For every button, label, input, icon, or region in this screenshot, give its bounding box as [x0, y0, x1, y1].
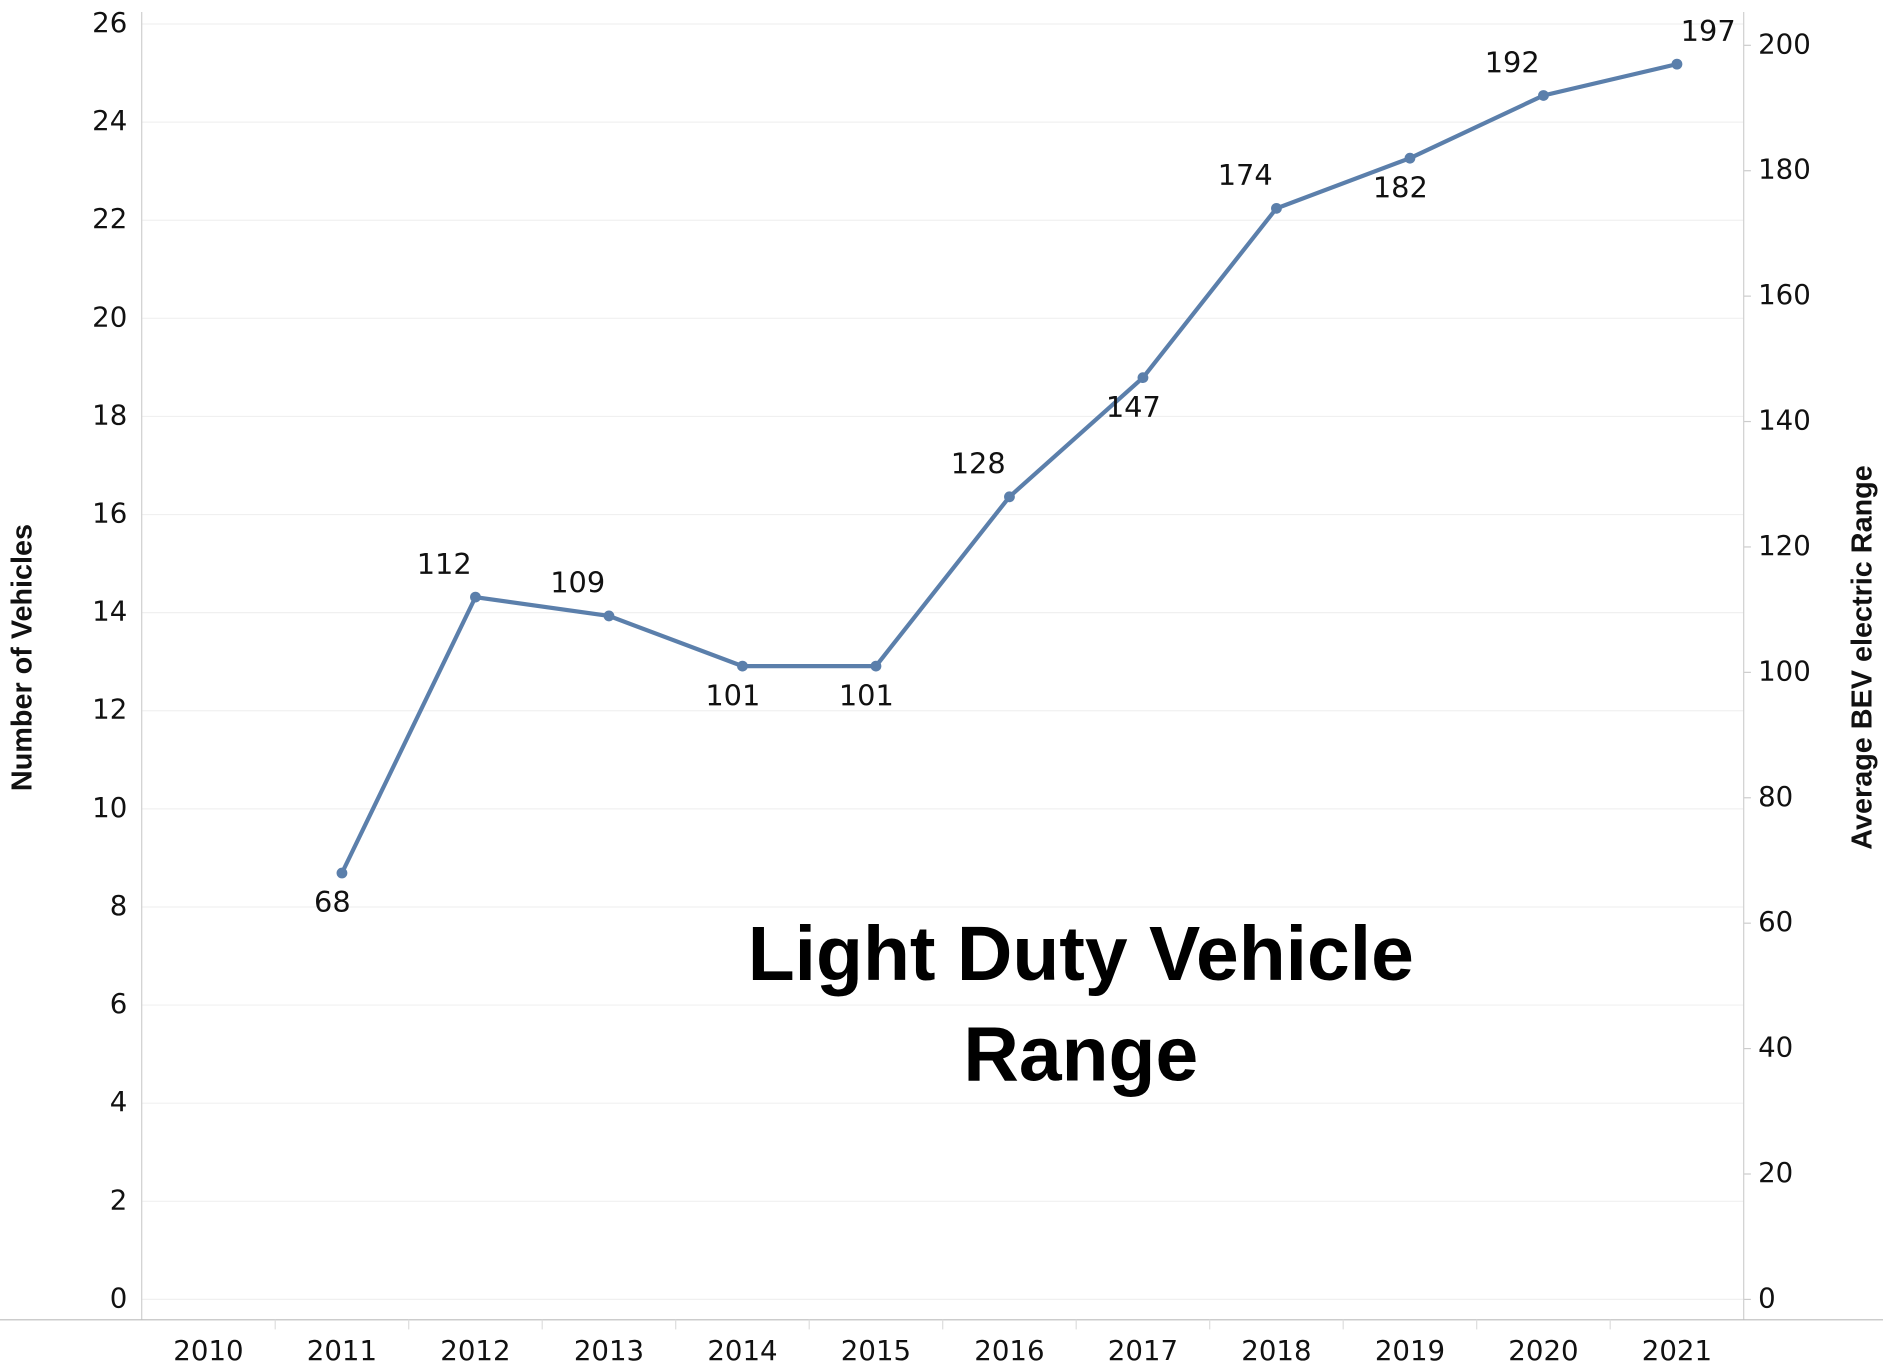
x-tick-label: 2012 — [440, 1334, 510, 1367]
data-label: 174 — [1218, 158, 1273, 192]
x-tick-label: 2010 — [173, 1334, 243, 1367]
y-tick-label: 20 — [92, 300, 127, 333]
y2-tick-label: 200 — [1758, 27, 1811, 60]
x-tick-label: 2021 — [1642, 1334, 1712, 1367]
y2-tick-label: 40 — [1758, 1031, 1793, 1064]
x-tick-label: 2013 — [574, 1334, 644, 1367]
y2-tick-label: 120 — [1758, 529, 1811, 562]
x-tick-label: 2017 — [1108, 1334, 1178, 1367]
y2-tick-label: 80 — [1758, 780, 1793, 813]
data-point — [737, 660, 748, 672]
y-tick-label: 2 — [110, 1183, 128, 1216]
y-tick-label: 26 — [92, 6, 127, 39]
data-label: 109 — [550, 566, 605, 600]
y2-tick-label: 60 — [1758, 905, 1793, 938]
data-label: 101 — [705, 678, 760, 712]
x-tick-label: 2015 — [841, 1334, 911, 1367]
data-point — [336, 867, 348, 879]
y-tick-label: 12 — [92, 693, 127, 726]
chart-title-line2: Range — [963, 1012, 1198, 1098]
y-tick-label: 10 — [92, 791, 127, 824]
data-label: 192 — [1485, 45, 1540, 79]
y-tick-label: 0 — [110, 1281, 128, 1314]
data-label: 197 — [1681, 14, 1736, 48]
y2-tick-label: 20 — [1758, 1156, 1793, 1189]
y2-tick-label: 140 — [1758, 404, 1811, 437]
data-point — [1671, 58, 1683, 70]
x-tick-label: 2018 — [1241, 1334, 1311, 1367]
y2-axis-title: Average BEV electric Range — [1846, 465, 1878, 850]
data-point — [1271, 202, 1282, 214]
data-point — [470, 591, 481, 603]
y2-tick-label: 0 — [1758, 1281, 1776, 1314]
y-tick-label: 4 — [110, 1085, 128, 1118]
y-tick-label: 8 — [110, 889, 128, 922]
data-point — [1538, 90, 1549, 101]
x-tick-label: 2020 — [1508, 1334, 1578, 1367]
data-label: 128 — [951, 447, 1006, 481]
y2-tick-label: 100 — [1758, 654, 1811, 687]
data-point — [1137, 372, 1149, 384]
line-series — [340, 62, 1678, 874]
data-point — [603, 610, 615, 622]
y-tick-label: 6 — [110, 987, 128, 1020]
data-point — [1004, 491, 1015, 503]
chart-title-line1: Light Duty Vehicle — [748, 911, 1414, 997]
data-label: 68 — [314, 885, 351, 919]
y-tick-label: 22 — [92, 202, 127, 235]
data-point — [870, 660, 882, 672]
y-tick-label: 14 — [92, 595, 127, 628]
data-label: 147 — [1106, 390, 1161, 424]
data-label: 101 — [839, 678, 894, 712]
y-tick-label: 24 — [92, 104, 127, 137]
y-axis-title: Number of Vehicles — [7, 524, 39, 791]
y2-tick-label: 160 — [1758, 278, 1811, 311]
x-tick-label: 2016 — [974, 1334, 1044, 1367]
y-tick-label: 18 — [92, 398, 127, 431]
y2-tick-label: 180 — [1758, 153, 1811, 186]
x-tick-label: 2011 — [307, 1334, 377, 1367]
x-tick-label: 2019 — [1375, 1334, 1445, 1367]
y-tick-label: 16 — [92, 497, 127, 530]
data-label: 112 — [417, 547, 472, 581]
data-label: 182 — [1373, 170, 1428, 204]
x-tick-label: 2014 — [707, 1334, 777, 1367]
data-point — [1404, 152, 1416, 164]
